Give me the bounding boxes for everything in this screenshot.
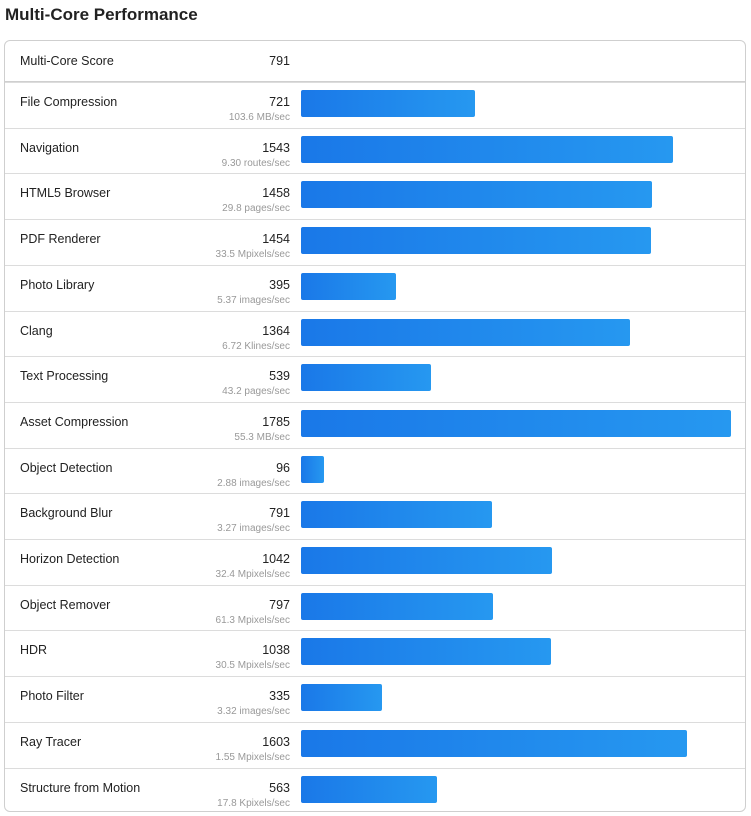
benchmark-throughput: 6.72 Klines/sec	[222, 340, 290, 352]
benchmark-row: Asset Compression 1785 55.3 MB/sec	[5, 401, 745, 448]
benchmark-bar	[301, 90, 475, 117]
benchmark-throughput: 3.27 images/sec	[217, 523, 290, 535]
benchmark-row: Photo Filter 335 3.32 images/sec	[5, 676, 745, 722]
benchmark-score: 395	[269, 277, 290, 292]
benchmark-throughput: 55.3 MB/sec	[234, 431, 290, 443]
benchmark-name: Navigation	[20, 140, 80, 155]
benchmark-score: 1458	[262, 186, 290, 201]
benchmark-name: Photo Library	[20, 277, 95, 292]
benchmark-score: 1454	[262, 232, 290, 247]
benchmark-row: Background Blur 791 3.27 images/sec	[5, 493, 745, 539]
benchmark-name: PDF Renderer	[20, 232, 101, 247]
summary-score: 791	[269, 54, 290, 68]
benchmark-score: 797	[269, 597, 290, 612]
benchmark-row: Text Processing 539 43.2 pages/sec	[5, 356, 745, 402]
benchmark-throughput: 43.2 pages/sec	[222, 386, 290, 398]
benchmark-score: 1038	[262, 643, 290, 658]
benchmark-bar	[301, 729, 688, 757]
summary-label: Multi-Core Score	[20, 54, 114, 68]
benchmark-throughput: 17.8 Kpixels/sec	[217, 797, 290, 809]
benchmark-bar	[301, 547, 552, 574]
benchmark-bar	[301, 455, 325, 483]
benchmark-row: HTML5 Browser 1458 29.8 pages/sec	[5, 173, 745, 219]
benchmark-name: File Compression	[20, 95, 118, 109]
benchmark-row: File Compression 721 103.6 MB/sec	[5, 82, 745, 128]
benchmark-score: 539	[269, 369, 290, 384]
benchmark-bar	[301, 684, 382, 712]
benchmark-throughput: 61.3 Mpixels/sec	[215, 614, 290, 626]
benchmark-row: Clang 1364 6.72 Klines/sec	[5, 310, 745, 357]
benchmark-bar	[301, 775, 437, 803]
benchmark-row: Object Detection 96 2.88 images/sec	[5, 447, 745, 494]
benchmark-name: HDR	[20, 643, 48, 658]
benchmark-throughput: 30.5 Mpixels/sec	[215, 660, 290, 672]
benchmark-throughput: 5.37 images/sec	[217, 294, 290, 306]
benchmark-score: 1042	[262, 552, 290, 566]
benchmark-row: Navigation 1543 9.30 routes/sec	[5, 127, 745, 174]
benchmark-name: Object Detection	[20, 460, 113, 475]
benchmark-bar	[301, 592, 493, 620]
benchmark-score: 1543	[262, 140, 290, 155]
benchmark-bar	[301, 409, 731, 437]
benchmark-bar	[301, 272, 397, 300]
benchmark-row: HDR 1038 30.5 Mpixels/sec	[5, 630, 745, 676]
benchmark-score: 563	[269, 780, 290, 795]
benchmark-score: 791	[269, 506, 290, 521]
benchmark-row: Ray Tracer 1603 1.55 Mpixels/sec	[5, 721, 745, 768]
benchmark-throughput: 33.5 Mpixels/sec	[215, 249, 290, 261]
benchmark-name: Structure from Motion	[20, 780, 141, 795]
benchmark-name: Background Blur	[20, 506, 113, 521]
benchmark-throughput: 3.32 images/sec	[217, 706, 290, 718]
benchmark-name: Asset Compression	[20, 414, 129, 429]
benchmark-bar	[301, 638, 552, 666]
benchmark-bar	[301, 227, 652, 255]
benchmark-row: Photo Library 395 5.37 images/sec	[5, 264, 745, 311]
benchmark-row: Horizon Detection 1042 32.4 Mpixels/sec	[5, 539, 745, 585]
benchmark-name: Object Remover	[20, 597, 111, 612]
benchmark-row: PDF Renderer 1454 33.5 Mpixels/sec	[5, 219, 745, 265]
benchmark-score: 1603	[262, 734, 290, 749]
benchmark-name: Horizon Detection	[20, 552, 120, 566]
benchmark-throughput: 9.30 routes/sec	[221, 157, 290, 169]
benchmark-throughput: 29.8 pages/sec	[222, 203, 290, 215]
benchmark-score: 721	[269, 95, 290, 109]
benchmark-name: Text Processing	[20, 369, 109, 384]
benchmark-throughput: 2.88 images/sec	[217, 477, 290, 489]
benchmark-throughput: 1.55 Mpixels/sec	[215, 751, 290, 763]
benchmark-row: Structure from Motion 563 17.8 Kpixels/sec	[5, 767, 745, 812]
benchmark-name: HTML5 Browser	[20, 186, 111, 201]
benchmark-row: Object Remover 797 61.3 Mpixels/sec	[5, 584, 745, 631]
benchmark-bar	[301, 318, 630, 346]
benchmark-name: Clang	[20, 323, 53, 338]
benchmark-name: Photo Filter	[20, 689, 84, 704]
benchmark-throughput: 32.4 Mpixels/sec	[215, 569, 290, 580]
benchmark-throughput: 103.6 MB/sec	[228, 112, 290, 123]
benchmark-bar	[301, 181, 653, 209]
benchmark-score: 335	[269, 689, 290, 704]
summary-row: Multi-Core Score 791	[5, 41, 745, 82]
page-title: Multi-Core Performance	[5, 5, 198, 24]
benchmark-score: 1364	[262, 323, 290, 338]
benchmark-bar	[301, 364, 431, 392]
benchmark-bar	[301, 501, 492, 529]
benchmark-score: 1785	[262, 414, 290, 429]
benchmark-bar	[301, 135, 673, 163]
benchmark-name: Ray Tracer	[20, 734, 82, 749]
benchmark-table: Multi-Core Score 791 File Compression 721…	[4, 40, 746, 812]
benchmark-score: 96	[276, 460, 290, 475]
